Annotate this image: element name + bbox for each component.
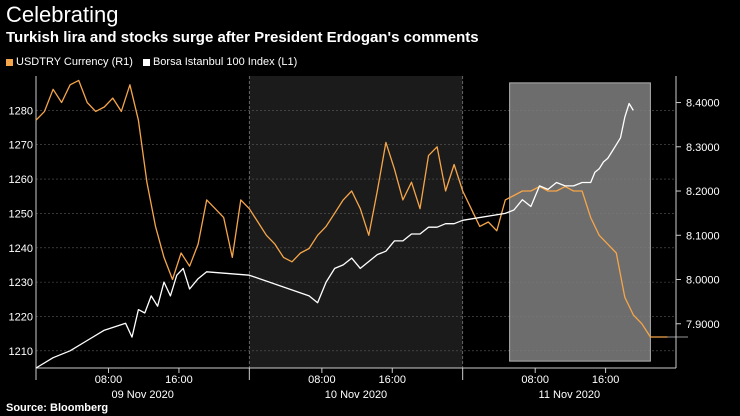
legend-swatch-bist: [142, 58, 150, 66]
legend-item-usdtry: USDTRY Currency (R1): [6, 56, 133, 68]
y-right-tick-label: 8.4000: [686, 98, 720, 110]
y-left-tick-label: 1220: [9, 311, 33, 323]
highlight-box: [509, 82, 651, 362]
legend-label-usdtry: USDTRY Currency (R1): [16, 56, 133, 68]
x-tick-label: 08:00: [521, 374, 549, 386]
y-right-tick-label: 8.1000: [686, 230, 720, 242]
day-label: 09 Nov 2020: [111, 389, 173, 401]
chart-title: Celebrating: [6, 2, 119, 27]
legend-label-bist: Borsa Istanbul 100 Index (L1): [152, 56, 298, 68]
shaded-day-band: [249, 76, 463, 368]
chart-subtitle: Turkish lira and stocks surge after Pres…: [6, 29, 479, 46]
series-line-bist: [35, 102, 634, 369]
y-right-tick-label: 8.2000: [686, 186, 720, 198]
x-tick-label: 16:00: [592, 374, 620, 386]
legend-item-bist: Borsa Istanbul 100 Index (L1): [142, 56, 298, 68]
y-left-tick-label: 1270: [9, 140, 33, 152]
source-note: Source: Bloomberg: [6, 402, 109, 414]
legend: USDTRY Currency (R1) Borsa Istanbul 100 …: [6, 56, 297, 68]
series-line-usdtry: [35, 79, 668, 338]
legend-swatch-usdtry: [6, 58, 13, 66]
day-label: 10 Nov 2020: [325, 389, 387, 401]
y-left-tick-label: 1230: [9, 277, 33, 289]
y-left-tick-label: 1240: [9, 243, 33, 255]
y-left-tick-label: 1250: [9, 208, 33, 220]
x-tick-label: 16:00: [165, 374, 193, 386]
day-label: 11 Nov 2020: [539, 389, 601, 401]
y-right-tick-label: 8.3000: [686, 142, 720, 154]
x-tick-label: 08:00: [308, 374, 336, 386]
y-left-tick-label: 1260: [9, 174, 33, 186]
y-left-tick-label: 1280: [9, 105, 33, 117]
x-tick-label: 16:00: [379, 374, 407, 386]
x-tick-label: 08:00: [95, 374, 123, 386]
y-right-tick-label: 7.9000: [686, 319, 720, 331]
y-right-tick-label: 8.0000: [686, 275, 720, 287]
y-left-tick-label: 1210: [9, 346, 33, 358]
